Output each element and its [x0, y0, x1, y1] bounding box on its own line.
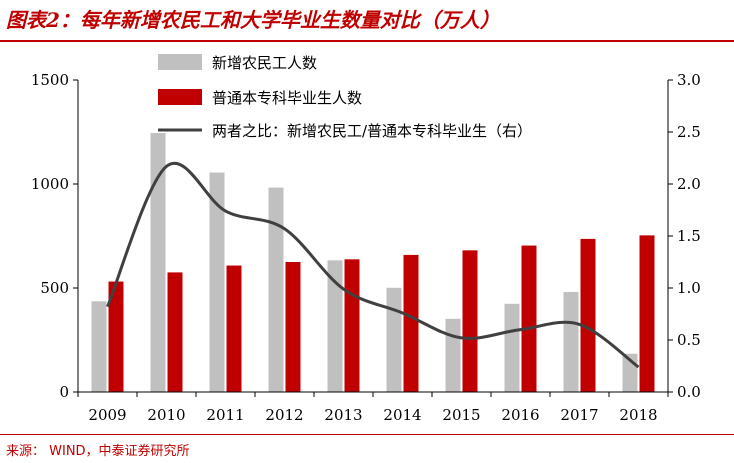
legend-label: 普通本专科毕业生人数: [212, 89, 362, 107]
graduate-bar: [521, 245, 537, 392]
left-tick-label: 0: [59, 383, 69, 401]
x-axis: 2009 2010 2011 2012 2013 2014 2015 2016 2017 2018: [77, 391, 669, 424]
x-tick-label: 2015: [442, 406, 480, 424]
right-tick-label: 1.0: [677, 279, 701, 297]
legend-label: 两者之比：新增农民工/普通本专科毕业生（右）: [212, 122, 532, 140]
graduate-bar: [462, 250, 478, 392]
right-tick-label: 2.5: [677, 123, 701, 141]
x-tick-label: 2012: [265, 406, 303, 424]
right-tick-label: 3.0: [677, 71, 701, 89]
migrant-bar: [563, 291, 579, 392]
x-tick-label: 2016: [501, 406, 539, 424]
legend-swatch: [158, 89, 202, 105]
graduate-bar: [285, 262, 301, 392]
migrant-bar: [268, 187, 284, 392]
right-tick-label: 0.5: [677, 331, 701, 349]
bars: [91, 133, 655, 393]
source-divider: [0, 434, 734, 435]
graduate-bar: [226, 265, 242, 392]
migrant-bar: [504, 303, 520, 392]
migrant-bar: [91, 301, 107, 392]
graduate-bar: [403, 254, 419, 392]
migrant-bar: [209, 172, 225, 392]
right-tick-label: 1.5: [677, 227, 701, 245]
right-axis: 0.0 0.5 1.0 1.5 2.0 2.5 3.0: [667, 71, 701, 401]
x-tick-label: 2013: [324, 406, 362, 424]
ratio-line: [106, 162, 640, 369]
source-note: 来源： WIND，中泰证券研究所: [6, 444, 190, 459]
x-tick-label: 2009: [88, 406, 126, 424]
x-tick-label: 2010: [147, 406, 185, 424]
x-tick-label: 2014: [383, 406, 421, 424]
left-tick-label: 1500: [31, 71, 69, 89]
graduate-bar: [639, 235, 655, 392]
migrant-bar: [445, 318, 461, 392]
migrant-bar: [327, 260, 343, 392]
x-tick-label: 2011: [206, 406, 244, 424]
graduate-bar: [580, 238, 596, 392]
right-tick-label: 2.0: [677, 175, 701, 193]
ratio-line-layer: [106, 162, 640, 369]
right-tick-label: 0.0: [677, 383, 701, 401]
migrant-bar: [150, 133, 166, 393]
graduate-bar: [108, 281, 124, 392]
left-tick-label: 500: [40, 279, 69, 297]
graduate-bar: [344, 259, 360, 392]
title-divider: [0, 40, 734, 42]
left-axis: 0 500 1000 1500: [31, 71, 79, 401]
x-tick-label: 2017: [560, 406, 598, 424]
legend-swatch: [158, 54, 202, 70]
x-tick-label: 2018: [619, 406, 657, 424]
legend-label: 新增农民工人数: [212, 54, 317, 72]
left-tick-label: 1000: [31, 175, 69, 193]
graduate-bar: [167, 272, 183, 392]
migrant-bar: [386, 287, 402, 392]
chart-title: 图表2：每年新增农民工和大学毕业生数量对比（万人）: [6, 8, 500, 32]
